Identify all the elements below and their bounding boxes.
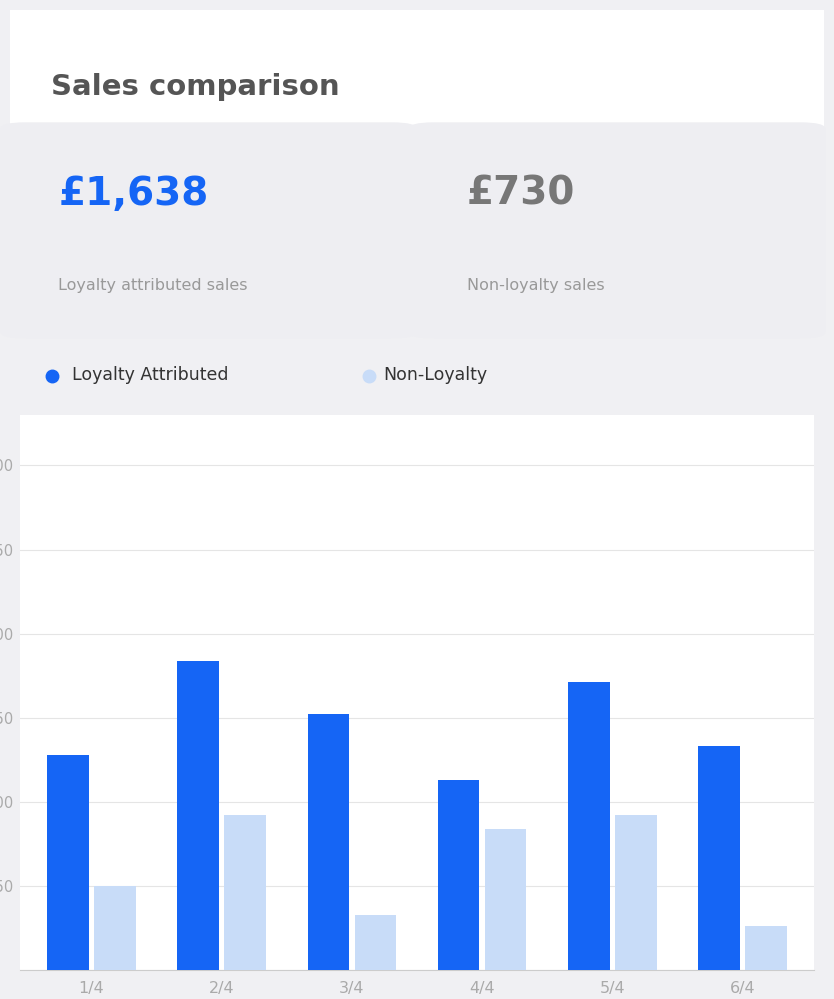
- FancyBboxPatch shape: [0, 6, 834, 154]
- Bar: [615, 815, 656, 970]
- FancyBboxPatch shape: [409, 122, 826, 339]
- Text: £730: £730: [467, 175, 575, 213]
- Bar: [178, 660, 219, 970]
- Bar: [48, 754, 89, 970]
- Bar: [354, 914, 396, 970]
- Bar: [224, 815, 266, 970]
- Text: £1,638: £1,638: [58, 175, 208, 213]
- Text: Sales comparison: Sales comparison: [51, 73, 339, 101]
- Bar: [698, 746, 740, 970]
- Text: Loyalty attributed sales: Loyalty attributed sales: [58, 278, 248, 293]
- Bar: [485, 829, 526, 970]
- Bar: [308, 714, 349, 970]
- Bar: [745, 926, 786, 970]
- Bar: [94, 886, 136, 970]
- Bar: [438, 780, 480, 970]
- Bar: [568, 682, 610, 970]
- Text: Non-loyalty sales: Non-loyalty sales: [467, 278, 605, 293]
- Text: Non-Loyalty: Non-Loyalty: [384, 367, 488, 385]
- Text: Loyalty Attributed: Loyalty Attributed: [72, 367, 229, 385]
- FancyBboxPatch shape: [0, 122, 417, 339]
